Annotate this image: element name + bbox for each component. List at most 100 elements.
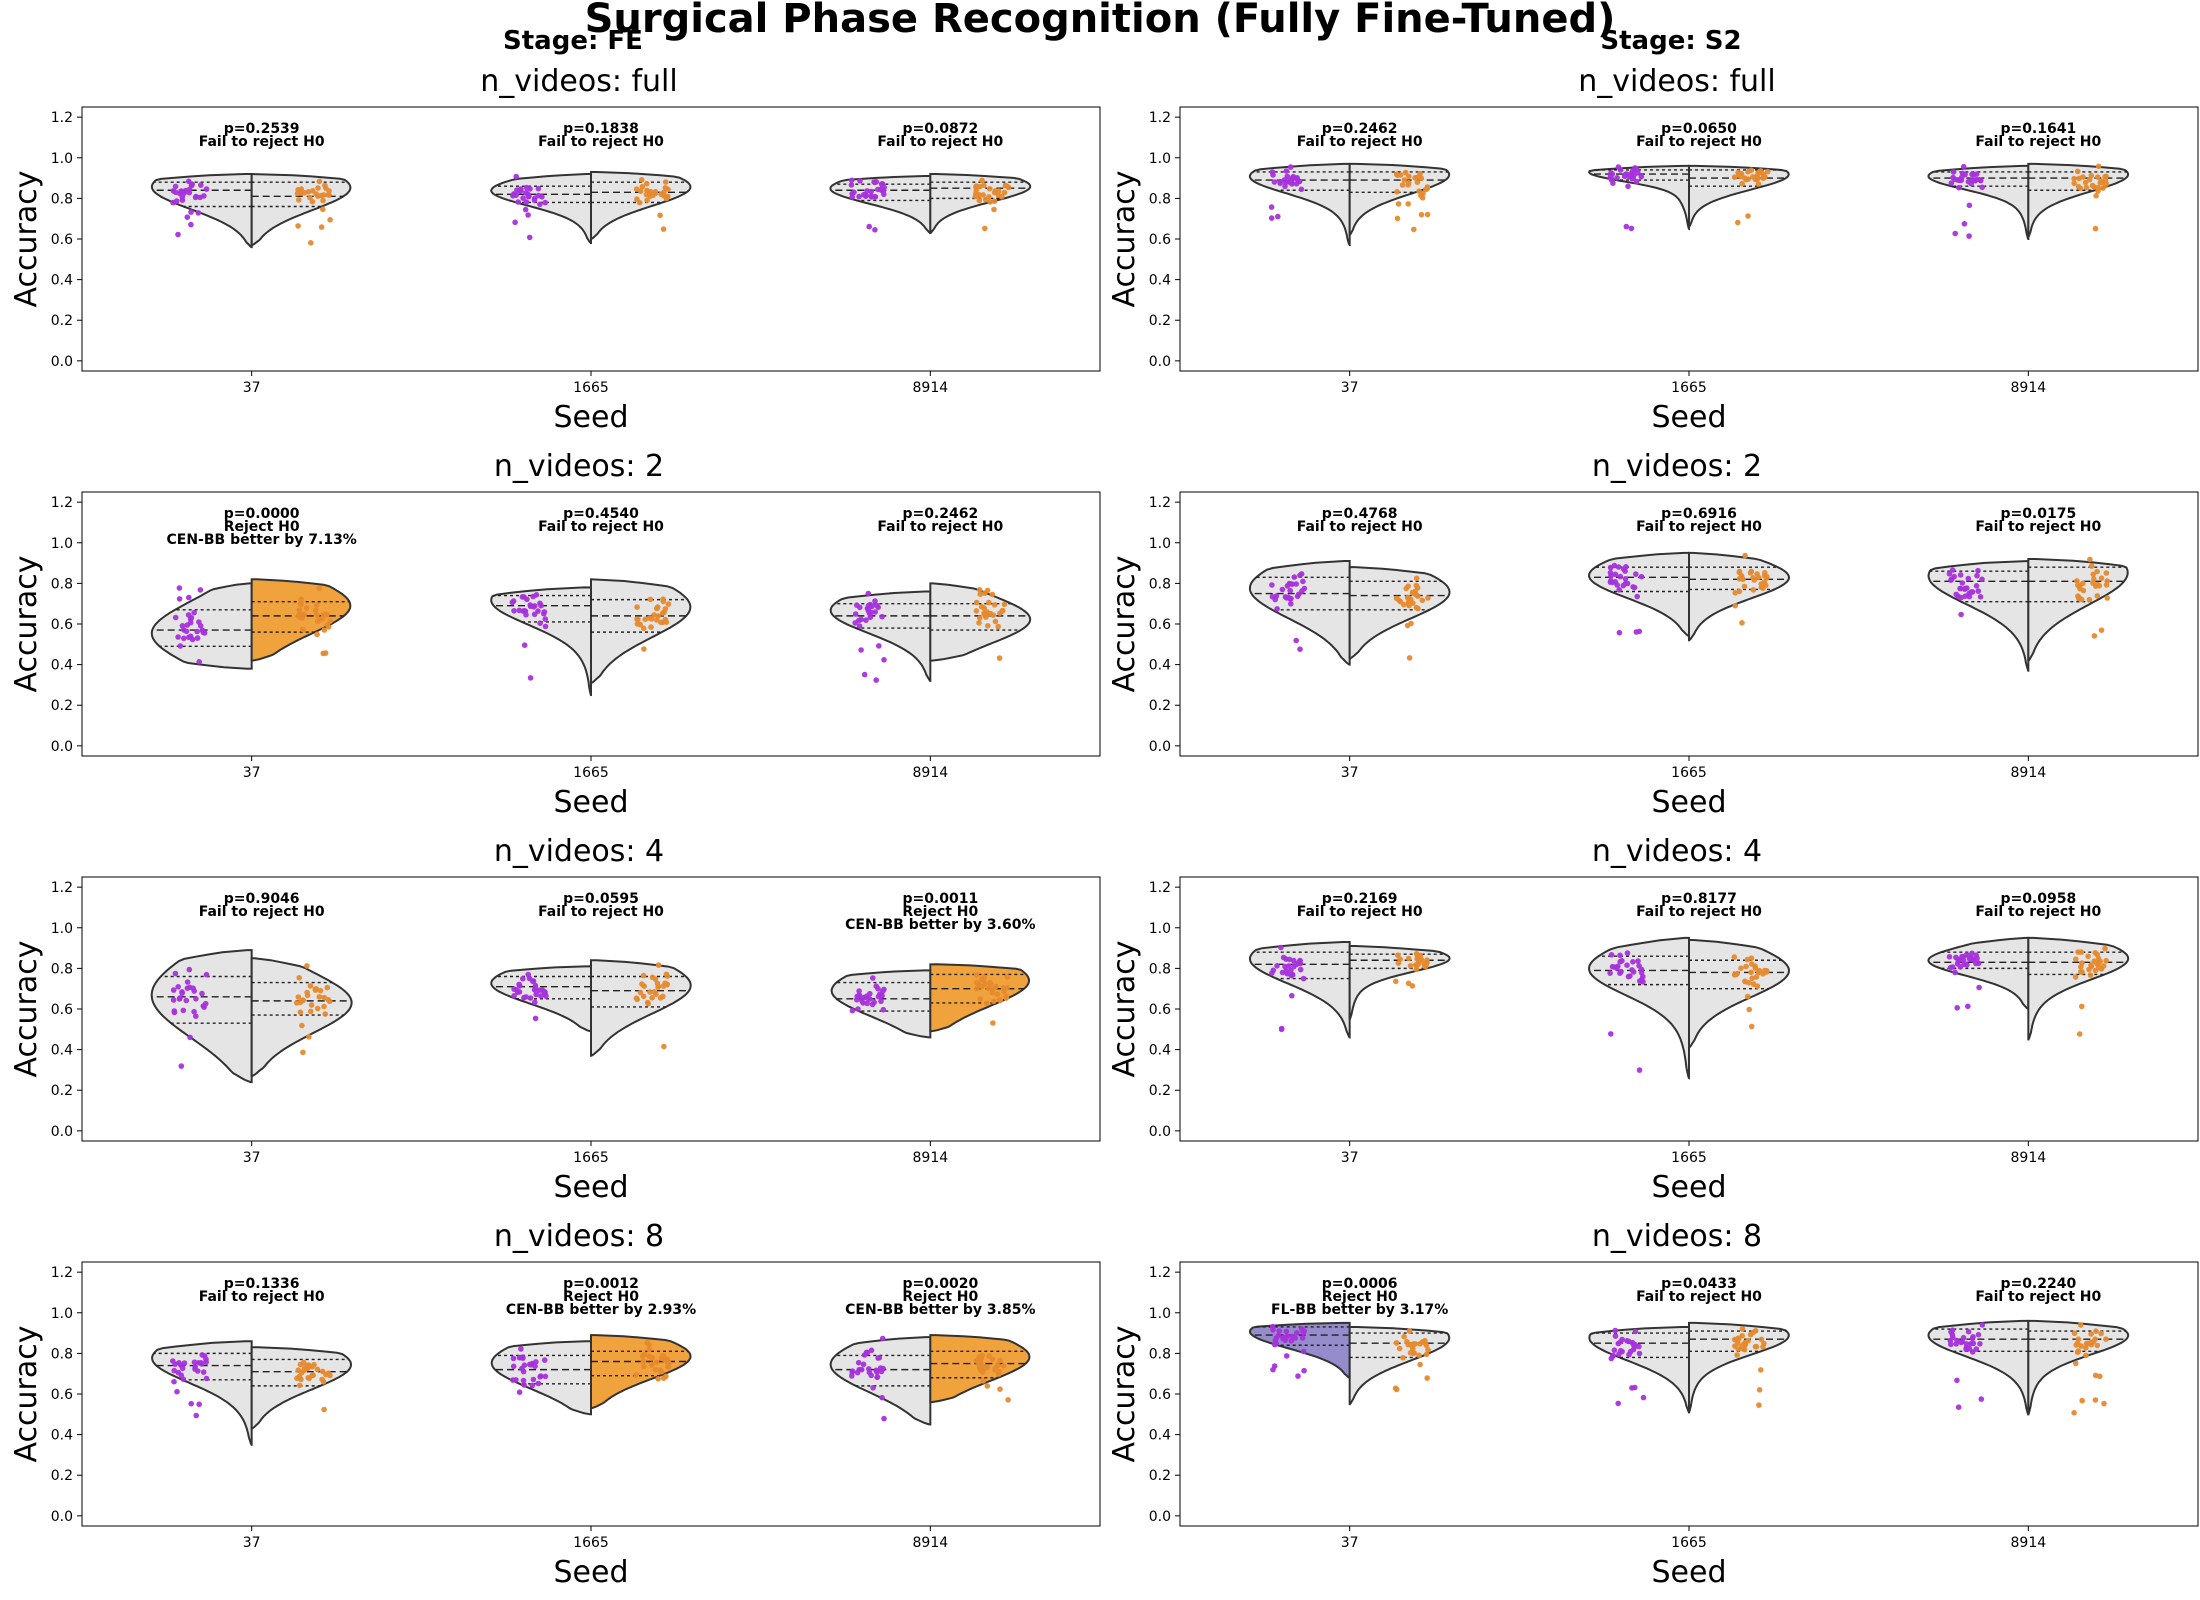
y-tick-label: 1.2 [51, 880, 73, 896]
data-point-right [994, 991, 1001, 997]
data-point-right [991, 198, 998, 205]
data-point-left [1625, 183, 1631, 190]
data-point-left [1289, 992, 1295, 999]
data-point-left [178, 1063, 185, 1069]
data-point-left [1624, 1338, 1630, 1344]
data-point-right [637, 989, 644, 996]
data-point-left [528, 1362, 534, 1368]
y-tick-label: 0.8 [51, 961, 73, 977]
data-point-right [316, 994, 323, 1000]
data-point-right [321, 994, 328, 1001]
data-point-right [1764, 573, 1770, 580]
data-point-right [2098, 627, 2105, 633]
data-point-left [1617, 573, 1624, 580]
data-point-left [539, 194, 545, 200]
data-point-left [541, 609, 548, 615]
data-point-left [514, 989, 521, 995]
data-point-left [1298, 186, 1305, 193]
data-point-left [1611, 562, 1618, 569]
data-point-right [1746, 1006, 1752, 1013]
data-point-right [320, 206, 326, 213]
data-point-left [1958, 594, 1964, 601]
data-point-right [976, 1362, 983, 1369]
data-point-right [1754, 172, 1760, 179]
p-value-label: p=0.2169 [1322, 891, 1398, 907]
data-point-right [1409, 1341, 1416, 1348]
data-point-left [1977, 1341, 1983, 1347]
data-point-right [1400, 601, 1407, 608]
data-point-right [1000, 1363, 1007, 1369]
data-point-right [1738, 574, 1745, 580]
data-point-right [654, 617, 660, 623]
decision-label: Reject H0 [563, 1289, 639, 1305]
data-point-right [1731, 174, 1738, 180]
data-point-left [1966, 1345, 1973, 1352]
data-point-right [1003, 995, 1010, 1001]
data-point-left [1640, 1394, 1647, 1401]
data-point-right [661, 1043, 667, 1050]
data-point-left [1974, 572, 1980, 579]
data-point-left [1283, 968, 1289, 974]
data-point-right [1415, 961, 1422, 967]
data-point-right [655, 984, 661, 990]
data-point-left [878, 998, 884, 1005]
data-point-left [535, 185, 542, 192]
data-point-right [653, 991, 659, 997]
data-point-left [1977, 177, 1984, 184]
data-point-left [1947, 964, 1954, 971]
data-point-left [1624, 950, 1631, 956]
violin-left [490, 586, 592, 697]
violin-left [1587, 936, 1690, 1080]
data-point-right [320, 1379, 327, 1385]
data-point-left [1300, 1348, 1307, 1355]
data-point-right [2091, 633, 2098, 639]
improvement-label: FL-BB better by 3.17% [1271, 1302, 1448, 1318]
p-value-label: p=0.0872 [902, 121, 978, 137]
data-point-right [1741, 583, 1748, 590]
data-point-left [1951, 573, 1957, 580]
data-point-left [532, 1015, 539, 1022]
data-point-left [533, 991, 539, 998]
data-point-left [1960, 163, 1967, 170]
y-tick-label: 0.6 [51, 1387, 73, 1403]
data-point-left [1293, 637, 1299, 644]
data-point-right [640, 1358, 647, 1365]
panel-title: n_videos: 8 [494, 1219, 664, 1254]
data-point-left [868, 188, 874, 195]
data-point-right [664, 1356, 671, 1363]
data-point-left [175, 984, 181, 990]
data-point-left [531, 603, 538, 609]
p-value-label: p=0.0433 [1661, 1276, 1737, 1292]
y-tick-label: 0.4 [51, 658, 73, 674]
data-point-right [1760, 174, 1767, 180]
y-tick-label: 0.2 [51, 1468, 73, 1484]
data-point-right [1005, 1397, 1011, 1403]
decision-label: Fail to reject H0 [1636, 134, 1762, 150]
data-point-right [662, 980, 668, 986]
data-point-left [1950, 169, 1957, 175]
data-point-left [1299, 588, 1305, 594]
data-point-right [1393, 1386, 1400, 1393]
data-point-left [184, 979, 191, 985]
x-axis-label: Seed [554, 785, 629, 820]
data-point-right [2103, 173, 2109, 180]
p-value-label: p=0.4540 [563, 506, 639, 522]
data-point-right [312, 607, 319, 614]
data-point-left [1608, 1031, 1614, 1037]
data-point-right [1747, 570, 1754, 576]
y-tick-label: 0.4 [1149, 658, 1171, 674]
data-point-right [323, 612, 329, 618]
data-point-right [1413, 582, 1420, 589]
data-point-left [529, 1382, 536, 1389]
data-point-left [1268, 215, 1275, 221]
data-point-right [2103, 1336, 2109, 1342]
decision-label: Fail to reject H0 [199, 904, 325, 920]
data-point-right [317, 987, 324, 994]
panel-1: Stage: FE n_videos: full 0.0 0.2 0.4 0.6 0.8 1.… [9, 26, 1101, 435]
data-point-right [639, 981, 645, 987]
data-point-right [1408, 620, 1414, 627]
data-point-right [1397, 956, 1403, 962]
data-point-right [2077, 1322, 2084, 1328]
data-point-left [511, 608, 517, 614]
data-point-right [651, 612, 657, 618]
